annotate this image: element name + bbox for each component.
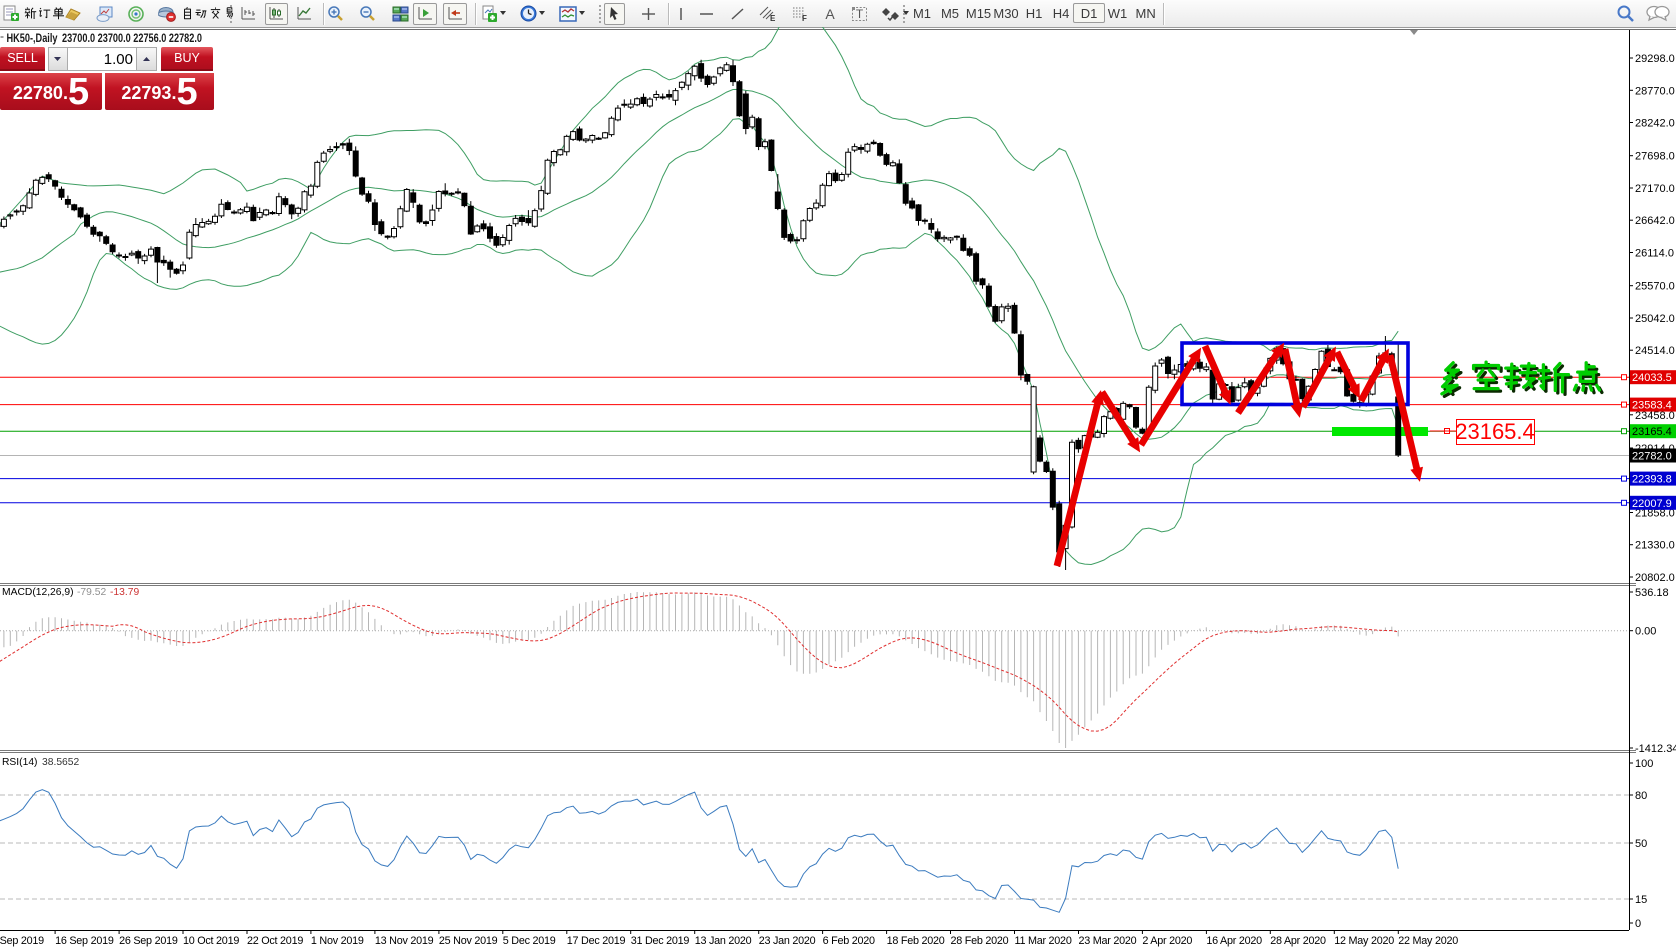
svg-text:22 Oct 2019: 22 Oct 2019	[247, 935, 303, 947]
svg-text:E: E	[770, 14, 776, 22]
svg-text:24514.0: 24514.0	[1635, 345, 1675, 357]
svg-text:26 Sep 2019: 26 Sep 2019	[119, 935, 178, 947]
svg-text:25570.0: 25570.0	[1635, 281, 1675, 293]
svg-text:536.18: 536.18	[1635, 587, 1669, 599]
svg-text:12 May 2020: 12 May 2020	[1334, 935, 1394, 947]
svg-text:20802.0: 20802.0	[1635, 572, 1675, 584]
svg-text:0: 0	[1635, 918, 1641, 930]
svg-text:22782.0: 22782.0	[1632, 451, 1672, 463]
svg-text:F: F	[802, 14, 807, 22]
svg-text:80: 80	[1635, 790, 1647, 802]
svg-text:-13.79: -13.79	[110, 587, 139, 598]
svg-text:22007.9: 22007.9	[1632, 498, 1672, 510]
svg-text:23458.0: 23458.0	[1635, 410, 1675, 422]
svg-text:-79.52: -79.52	[77, 587, 106, 598]
svg-text:22393.8: 22393.8	[1632, 474, 1672, 486]
svg-text:29298.0: 29298.0	[1635, 53, 1675, 65]
svg-text:18 Feb 2020: 18 Feb 2020	[887, 935, 945, 947]
svg-text:-1412.34: -1412.34	[1635, 743, 1676, 755]
svg-text:23165.4: 23165.4	[1455, 419, 1535, 444]
svg-text:25 Nov 2019: 25 Nov 2019	[439, 935, 498, 947]
svg-text:A: A	[825, 6, 835, 22]
svg-text:0.00: 0.00	[1635, 626, 1656, 638]
svg-text:25042.0: 25042.0	[1635, 313, 1675, 325]
svg-text:22 May 2020: 22 May 2020	[1398, 935, 1458, 947]
svg-text:23 Mar 2020: 23 Mar 2020	[1079, 935, 1137, 947]
svg-text:28770.0: 28770.0	[1635, 85, 1675, 97]
svg-text:38.5652: 38.5652	[42, 757, 79, 768]
svg-text:16 Sep 2019: 16 Sep 2019	[55, 935, 114, 947]
svg-text:17 Dec 2019: 17 Dec 2019	[567, 935, 626, 947]
svg-text:6 Feb 2020: 6 Feb 2020	[823, 935, 875, 947]
svg-text:21330.0: 21330.0	[1635, 540, 1675, 552]
svg-text:27698.0: 27698.0	[1635, 151, 1675, 163]
svg-text:28 Feb 2020: 28 Feb 2020	[951, 935, 1009, 947]
svg-text:27170.0: 27170.0	[1635, 183, 1675, 195]
svg-text:13 Nov 2019: 13 Nov 2019	[375, 935, 434, 947]
svg-text:13 Jan 2020: 13 Jan 2020	[695, 935, 752, 947]
svg-text:31 Dec 2019: 31 Dec 2019	[631, 935, 690, 947]
svg-text:11 Mar 2020: 11 Mar 2020	[1015, 935, 1072, 947]
svg-text:15: 15	[1635, 894, 1647, 906]
svg-text:2 Apr 2020: 2 Apr 2020	[1142, 935, 1192, 947]
svg-text:10 Oct 2019: 10 Oct 2019	[183, 935, 239, 947]
svg-text:26114.0: 26114.0	[1635, 248, 1674, 260]
svg-text:T: T	[856, 7, 864, 21]
svg-text:26642.0: 26642.0	[1635, 215, 1675, 227]
svg-text:HK50-,Daily: HK50-,Daily	[7, 33, 58, 45]
svg-text:5 Dec 2019: 5 Dec 2019	[503, 935, 556, 947]
svg-text:100: 100	[1635, 758, 1653, 770]
svg-text:16 Apr 2020: 16 Apr 2020	[1206, 935, 1262, 947]
svg-text:2 Sep 2019: 2 Sep 2019	[0, 935, 44, 947]
svg-text:1 Nov 2019: 1 Nov 2019	[311, 935, 364, 947]
svg-text:24033.5: 24033.5	[1632, 372, 1672, 384]
svg-text:28 Apr 2020: 28 Apr 2020	[1270, 935, 1326, 947]
svg-text:21858.0: 21858.0	[1635, 507, 1675, 519]
svg-text:MACD(12,26,9): MACD(12,26,9)	[2, 587, 74, 598]
svg-text:28242.0: 28242.0	[1635, 118, 1675, 130]
svg-text:50: 50	[1635, 838, 1647, 850]
svg-text:23700.0 23700.0 22756.0 22782.: 23700.0 23700.0 22756.0 22782.0	[62, 33, 202, 45]
svg-text:23165.4: 23165.4	[1632, 426, 1672, 438]
svg-text:23 Jan 2020: 23 Jan 2020	[759, 935, 816, 947]
svg-text:23583.4: 23583.4	[1632, 400, 1672, 412]
svg-text:RSI(14): RSI(14)	[2, 757, 37, 768]
